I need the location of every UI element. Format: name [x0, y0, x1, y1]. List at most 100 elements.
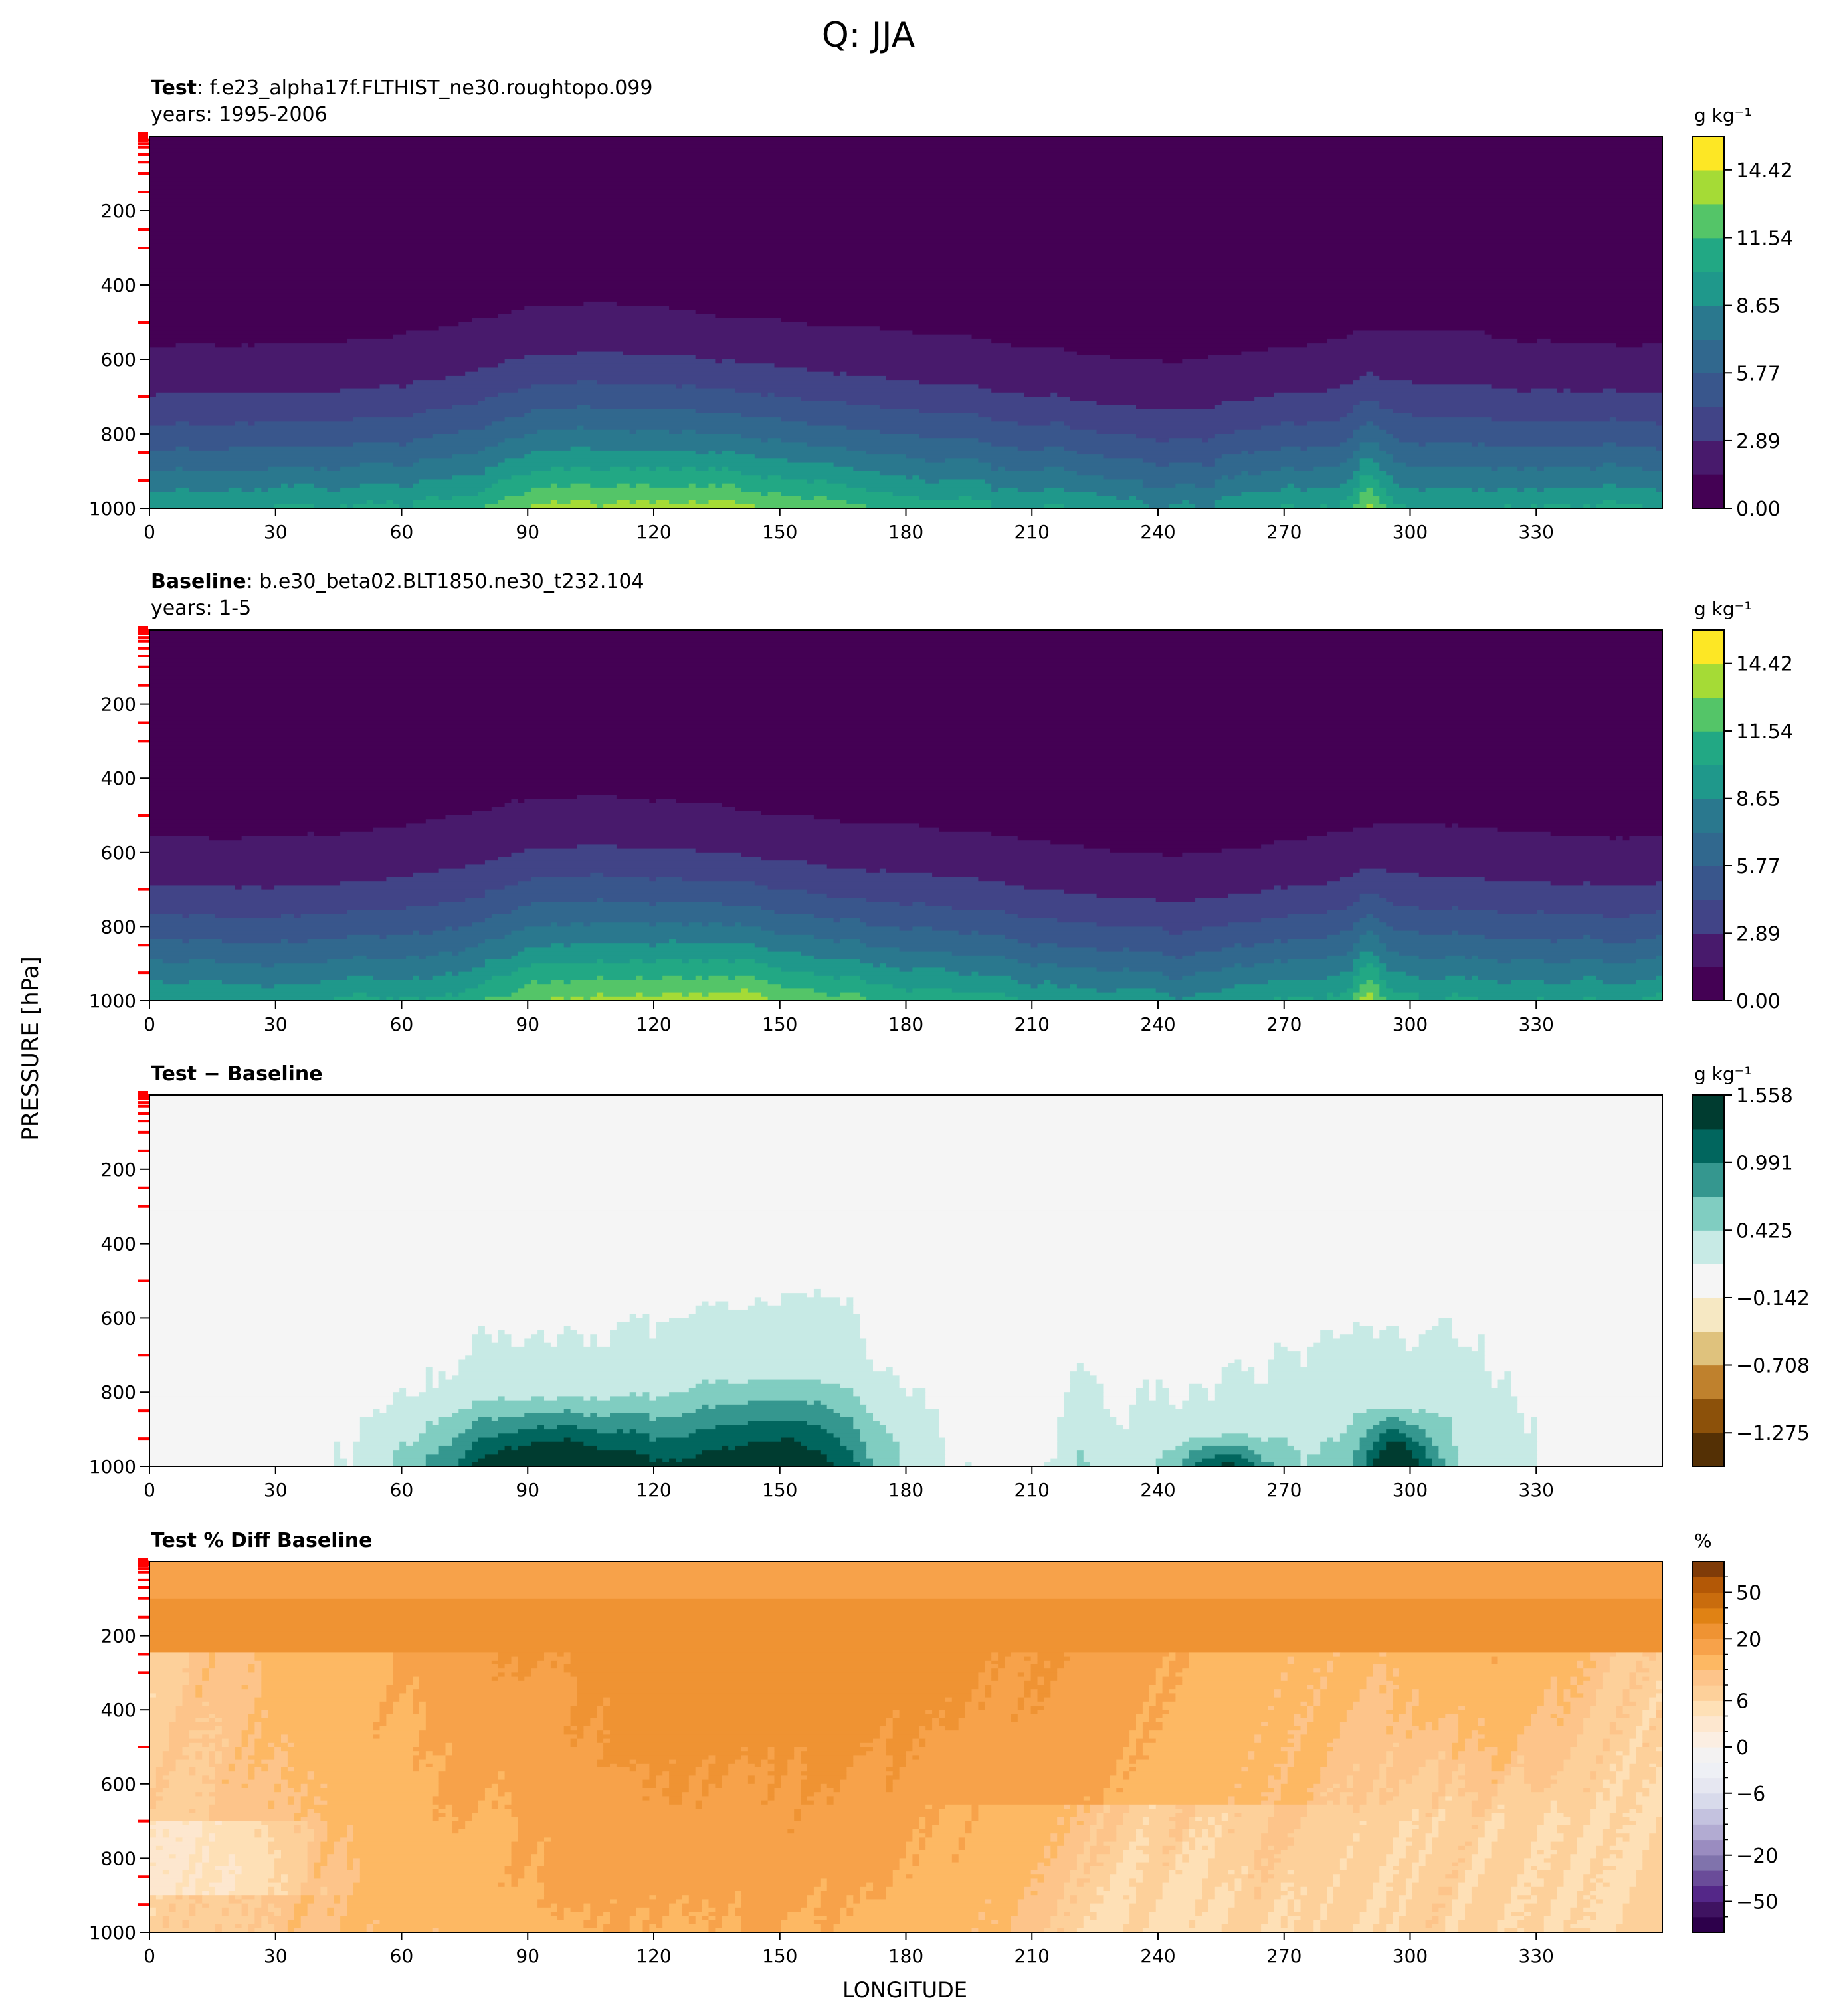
heatmap-cell [155, 1862, 190, 1867]
heatmap-cell [1379, 1796, 1393, 1801]
heatmap-cell [741, 852, 1163, 857]
heatmap-cell [1024, 1701, 1143, 1706]
heatmap-cell [1268, 1796, 1282, 1801]
heatmap-cell [958, 971, 973, 977]
heatmap-cell [1491, 1817, 1505, 1822]
heatmap-cell [215, 1755, 223, 1760]
heatmap-cell [1313, 1714, 1347, 1719]
heatmap-cell [504, 1672, 512, 1678]
heatmap-cell [452, 1809, 479, 1813]
heatmap-cell [1136, 1862, 1163, 1867]
heatmap-cell [1616, 1809, 1630, 1813]
heatmap-cell [498, 479, 808, 484]
heatmap-cell [879, 1734, 894, 1740]
heatmap-cell [939, 1421, 1058, 1426]
heatmap-cell [202, 1751, 209, 1756]
heatmap-cell [1418, 1850, 1433, 1855]
heatmap-cell [484, 471, 531, 476]
heatmap-cell [1189, 1387, 1209, 1393]
heatmap-cell [162, 1775, 203, 1781]
heatmap-cell [794, 1809, 801, 1813]
heatmap-cell [149, 1124, 1662, 1129]
heatmap-cell [1471, 1730, 1479, 1736]
x-tick-label: 150 [762, 521, 797, 543]
heatmap-cell [971, 930, 979, 936]
heatmap-cell [320, 1891, 328, 1896]
heatmap-cell [149, 971, 446, 977]
heatmap-cell [747, 1305, 854, 1310]
heatmap-cell [1136, 1400, 1170, 1405]
heatmap-cell [590, 872, 604, 878]
heatmap-cell [735, 807, 1662, 812]
heatmap-cell [1030, 1693, 1038, 1698]
heatmap-cell [1616, 343, 1643, 348]
heatmap-cell [945, 1454, 1058, 1459]
heatmap-cell [1425, 1759, 1440, 1764]
heatmap-cell [1583, 1668, 1610, 1674]
heatmap-cell [1189, 1821, 1209, 1826]
heatmap-cell [1609, 836, 1617, 841]
heatmap-cell [813, 971, 959, 977]
heatmap-cell [1228, 1817, 1268, 1822]
heatmap-cell [1596, 1660, 1610, 1665]
heatmap-cell [978, 971, 1163, 977]
heatmap-cell [1076, 1858, 1091, 1863]
heatmap-cell [1254, 1854, 1275, 1859]
heatmap-cell [1543, 1821, 1571, 1826]
heatmap-cell [1195, 1817, 1203, 1822]
heatmap-cell [241, 1742, 249, 1748]
heatmap-cell [610, 1413, 650, 1418]
heatmap-cell [149, 914, 183, 919]
heatmap-cell [610, 1330, 650, 1335]
heatmap-cell [629, 483, 637, 488]
heatmap-cell [570, 1652, 992, 1657]
heatmap-cell [1202, 1891, 1216, 1896]
heatmap-cell [781, 417, 992, 423]
heatmap-cell [1386, 1710, 1406, 1715]
heatmap-cell [1386, 1800, 1433, 1805]
heatmap-cell [438, 1421, 472, 1426]
heatmap-cell [1327, 1886, 1334, 1892]
heatmap-cell [1497, 980, 1511, 985]
heatmap-cell [1405, 1734, 1413, 1740]
heatmap-cell [978, 458, 1143, 464]
heatmap-cell [649, 922, 656, 928]
heatmap-cell [511, 1850, 538, 1855]
heatmap-cell [1030, 1882, 1064, 1888]
heatmap-cell [1339, 1734, 1406, 1740]
heatmap-cell [1471, 1804, 1492, 1809]
heatmap-cell [860, 918, 1058, 923]
heatmap-cell [761, 906, 953, 911]
heatmap-cell [1478, 1718, 1486, 1723]
heatmap-cell [860, 1330, 1321, 1335]
heatmap-cell [1432, 1817, 1446, 1822]
heatmap-cell [438, 326, 880, 332]
heatmap-cell [1050, 1858, 1078, 1863]
heatmap-cell [1261, 844, 1662, 849]
heatmap-cell [1636, 1878, 1662, 1884]
heatmap-cell [1149, 1396, 1157, 1401]
heatmap-cell [379, 1701, 393, 1706]
heatmap-cell [189, 1882, 196, 1888]
heatmap-cell [1557, 1718, 1565, 1723]
heatmap-cell [1327, 338, 1518, 344]
heatmap-cell [209, 1854, 229, 1859]
heatmap-cell [1327, 955, 1361, 960]
heatmap-cell [682, 975, 696, 981]
heatmap-cell [708, 975, 729, 981]
heatmap-cell [1465, 1742, 1479, 1748]
heatmap-cell [1386, 1730, 1393, 1736]
heatmap-cell [826, 992, 841, 997]
heatmap-cell [287, 1759, 413, 1764]
heatmap-cell [327, 1862, 347, 1867]
heatmap-cell [149, 692, 1662, 696]
heatmap-cell [550, 1342, 558, 1348]
heatmap-cell [537, 429, 630, 435]
heatmap-cell [1596, 466, 1643, 472]
heatmap-cell [965, 1841, 1064, 1847]
heatmap-cell [570, 1710, 597, 1715]
heatmap-cell [1504, 1817, 1545, 1822]
heatmap-cell [1366, 1685, 1380, 1690]
heatmap-cell [149, 1891, 177, 1896]
heatmap-cell [281, 483, 288, 488]
